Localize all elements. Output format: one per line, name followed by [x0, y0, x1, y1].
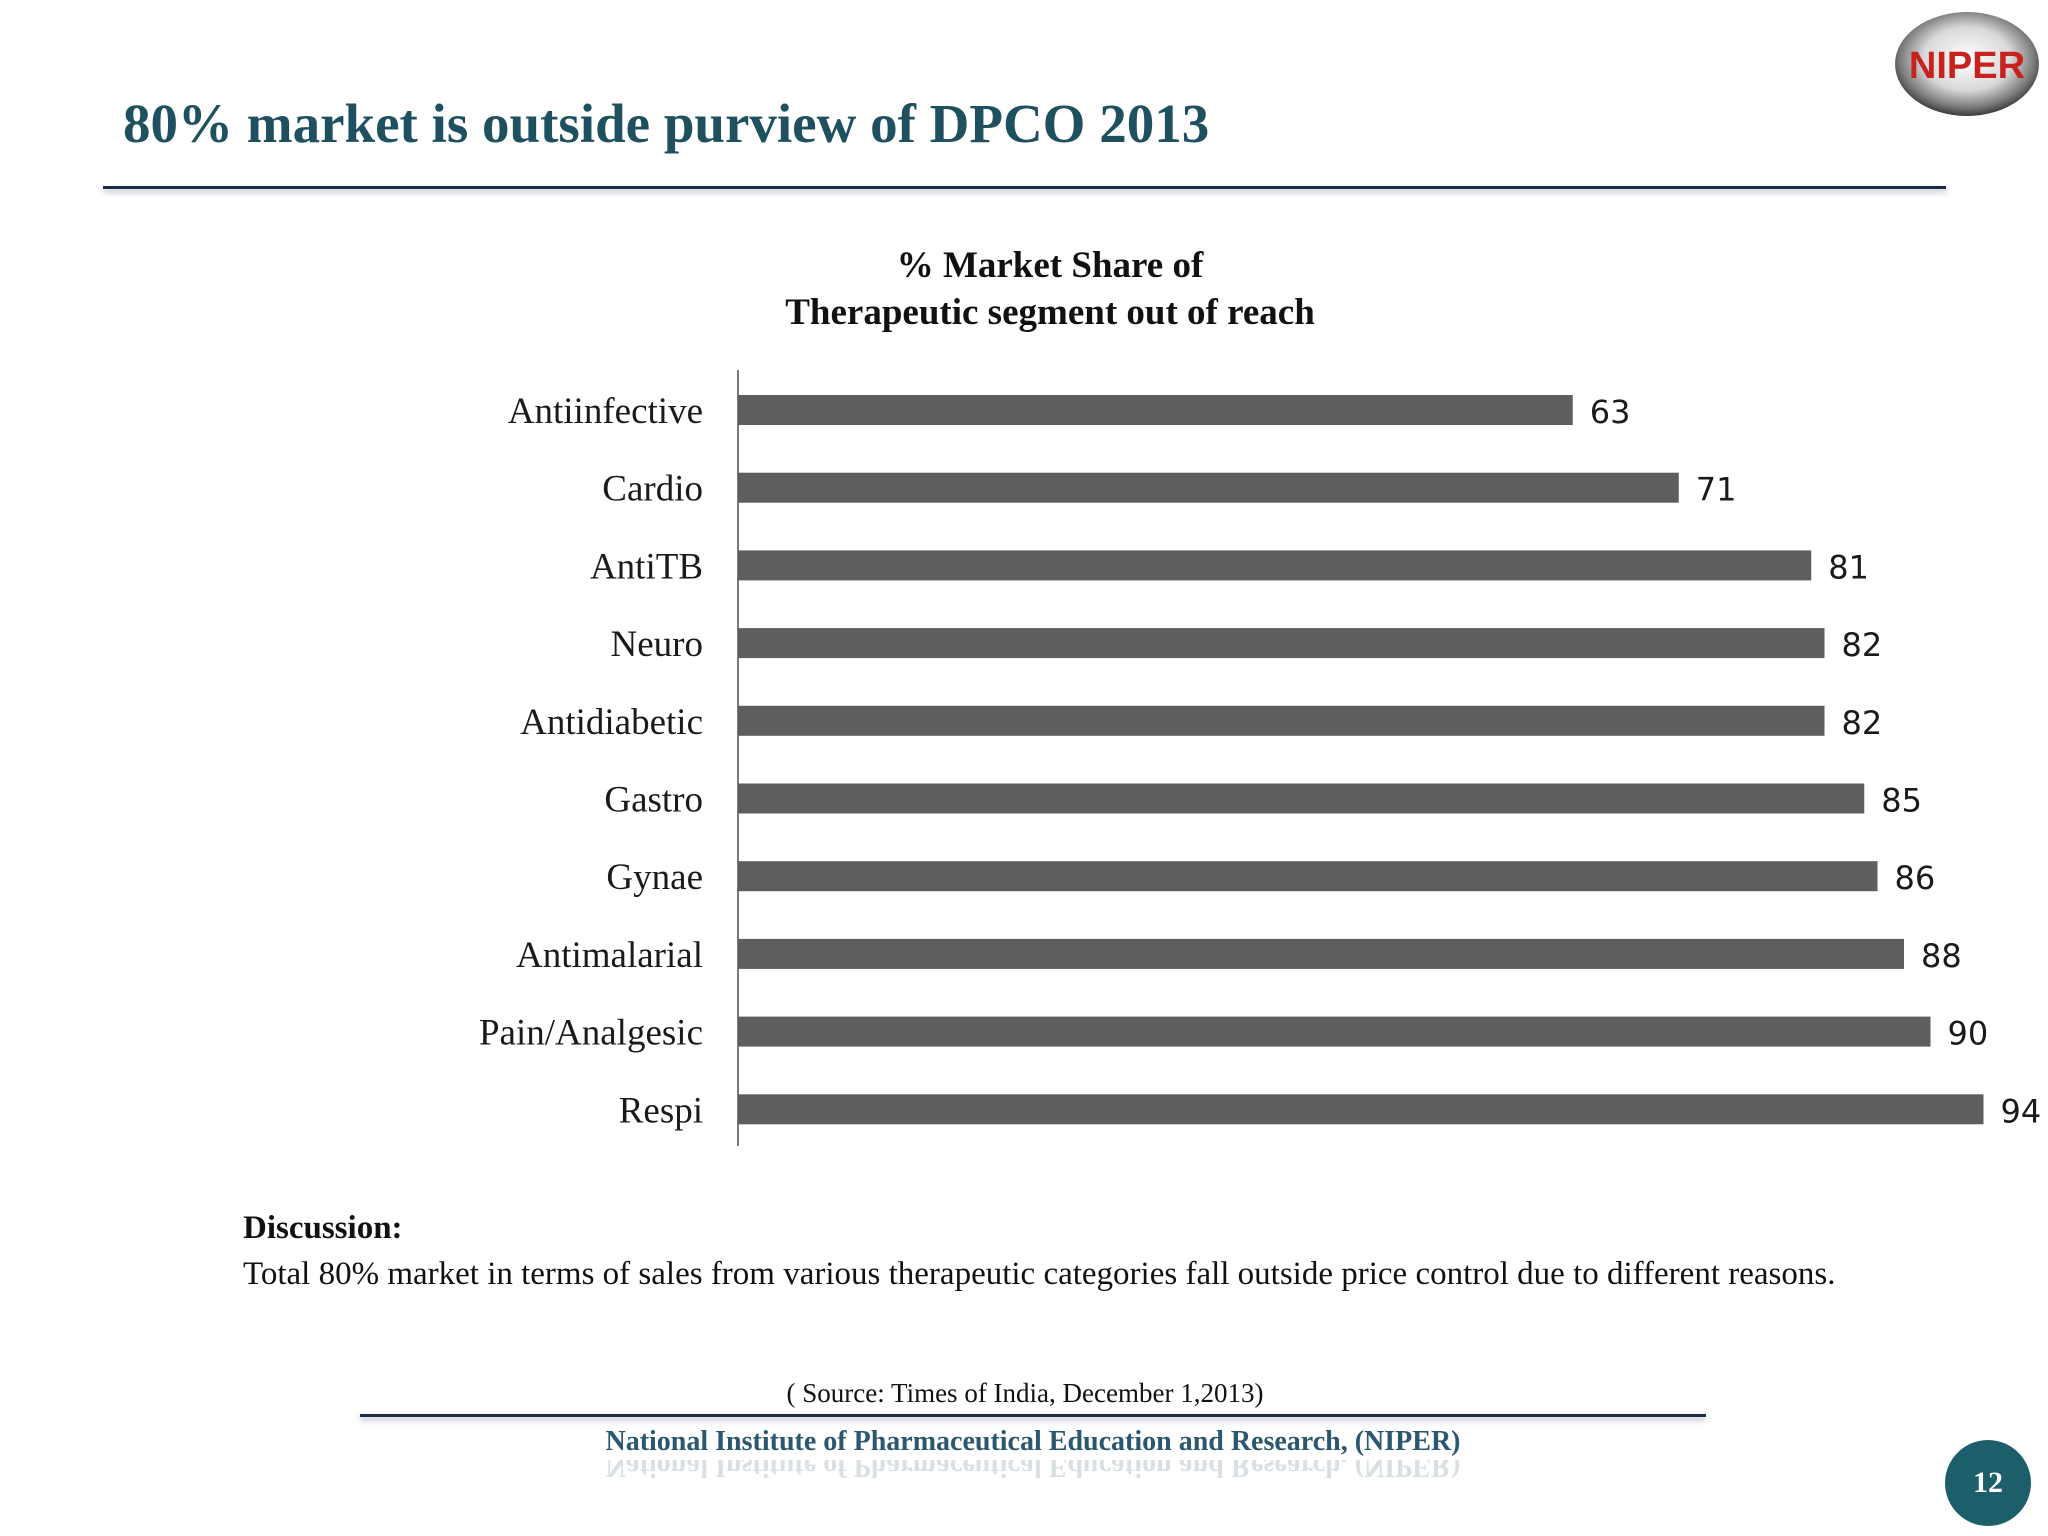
- category-label: Antidiabetic: [520, 702, 703, 743]
- value-label: 81: [1828, 548, 1869, 586]
- value-label: 63: [1590, 393, 1631, 431]
- bar: [738, 705, 1825, 736]
- value-label: 85: [1881, 782, 1922, 820]
- value-label: 94: [2001, 1092, 2042, 1130]
- footer-organization: National Institute of Pharmaceutical Edu…: [605, 1426, 1461, 1457]
- category-label: Antiinfective: [508, 391, 703, 432]
- slide-title: 80% market is outside purview of DPCO 20…: [123, 93, 1210, 154]
- value-label: 82: [1842, 626, 1883, 664]
- value-label: 90: [1948, 1015, 1989, 1053]
- category-label: Pain/Analgesic: [479, 1013, 703, 1054]
- bar: [738, 1094, 1984, 1125]
- footer-divider: [360, 1414, 1706, 1417]
- bar: [738, 550, 1812, 581]
- category-label: Cardio: [602, 469, 703, 510]
- page-number-badge: 12: [1945, 1440, 2031, 1526]
- footer-reflection: National Institute of Pharmaceutical Edu…: [605, 1460, 1461, 1482]
- discussion-heading: Discussion:: [243, 1210, 403, 1246]
- bar: [738, 472, 1679, 503]
- category-label: Gynae: [606, 857, 703, 898]
- bar: [738, 1016, 1931, 1047]
- title-divider: [103, 186, 1946, 189]
- category-label: Neuro: [611, 624, 703, 665]
- discussion-text: Total 80% market in terms of sales from …: [243, 1256, 1836, 1292]
- bar: [738, 783, 1865, 814]
- bar: [738, 938, 1904, 969]
- bar: [738, 861, 1878, 892]
- value-label: 82: [1842, 704, 1883, 742]
- chart-title-line2: Therapeutic segment out of reach: [785, 292, 1315, 333]
- value-label: 88: [1921, 937, 1962, 975]
- category-label: Respi: [619, 1090, 703, 1131]
- value-label: 71: [1696, 471, 1737, 509]
- chart-title-line1: % Market Share of: [896, 245, 1204, 286]
- niper-logo: NIPER: [1895, 12, 2039, 116]
- chart-title: % Market Share of Therapeutic segment ou…: [600, 242, 1500, 336]
- source-citation: ( Source: Times of India, December 1,201…: [786, 1378, 1264, 1408]
- category-label: Gastro: [604, 780, 703, 821]
- category-label: AntiTB: [590, 546, 703, 587]
- bar: [738, 628, 1825, 659]
- svg-text:NIPER: NIPER: [1909, 45, 2025, 87]
- bar: [738, 395, 1573, 425]
- value-label: 86: [1895, 859, 1936, 897]
- category-label: Antimalarial: [516, 935, 703, 976]
- bar-chart: Antiinfective 63 Cardio 71 AntiTB 81 Neuro 82 An…: [479, 370, 2042, 1146]
